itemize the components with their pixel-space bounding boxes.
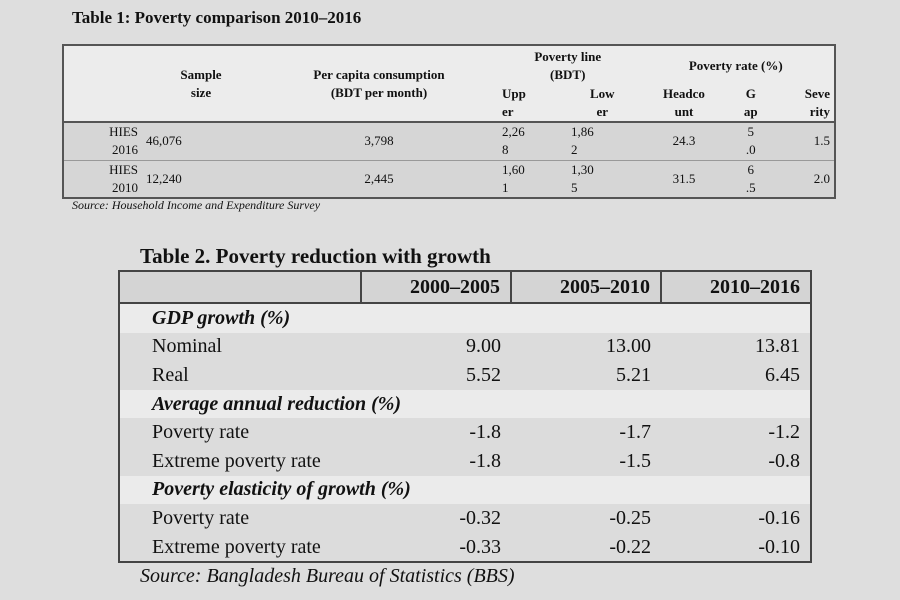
row-label: Real bbox=[119, 361, 361, 390]
header-upper: Upp er bbox=[498, 85, 567, 122]
cell-value: -1.7 bbox=[511, 418, 661, 447]
cell-headcount: 24.3 bbox=[637, 121, 731, 160]
cell-value: -0.32 bbox=[361, 504, 511, 533]
cell-value: -1.5 bbox=[511, 446, 661, 476]
cell-sample: 12,240 bbox=[142, 159, 260, 198]
table-row: Nominal 9.00 13.00 13.81 bbox=[119, 332, 811, 362]
cell-survey: HIES 2016 bbox=[63, 121, 142, 160]
cell-value: -1.8 bbox=[361, 446, 511, 476]
cell-value: 5.21 bbox=[511, 361, 661, 390]
section-row: Average annual reduction (%) bbox=[119, 389, 811, 419]
column-header: 2000–2005 bbox=[361, 271, 512, 304]
table2-title: Table 2. Poverty reduction with growth bbox=[140, 244, 491, 268]
row-label: Extreme poverty rate bbox=[119, 532, 361, 563]
table-row: Extreme poverty rate -1.8 -1.5 -0.8 bbox=[119, 446, 811, 476]
table-row: Poverty rate -1.8 -1.7 -1.2 bbox=[119, 418, 811, 447]
row-label: Nominal bbox=[119, 332, 361, 362]
section-row: GDP growth (%) bbox=[119, 303, 811, 333]
section-row: Poverty elasticity of growth (%) bbox=[119, 475, 811, 505]
cell-lower: 1,86 2 bbox=[566, 121, 638, 160]
header-lower: Low er bbox=[566, 85, 638, 122]
table-row: Extreme poverty rate -0.33 -0.22 -0.10 bbox=[119, 532, 811, 563]
table-row: HIES 2010 12,240 2,445 1,60 1 1,30 5 31.5 6.5 2.0 bbox=[63, 159, 835, 198]
header-headcount: Headco unt bbox=[637, 85, 731, 122]
section-label: Average annual reduction (%) bbox=[119, 389, 811, 419]
cell-upper: 2,26 8 bbox=[498, 121, 567, 160]
cell-value: 6.45 bbox=[661, 361, 811, 390]
row-label: Poverty rate bbox=[119, 504, 361, 533]
column-header: 2005–2010 bbox=[511, 271, 662, 304]
cell-value: -1.8 bbox=[361, 418, 511, 447]
row-label: Extreme poverty rate bbox=[119, 446, 361, 476]
table-row: Real 5.52 5.21 6.45 bbox=[119, 361, 811, 390]
column-header bbox=[119, 271, 362, 304]
section-label: Poverty elasticity of growth (%) bbox=[119, 475, 811, 505]
cell-value: -0.25 bbox=[511, 504, 661, 533]
cell-consumption: 3,798 bbox=[260, 121, 498, 160]
cell-survey: HIES 2010 bbox=[63, 159, 142, 198]
table2-source: Source: Bangladesh Bureau of Statistics … bbox=[140, 565, 515, 587]
header-poverty-rate: Poverty rate (%) bbox=[637, 45, 835, 85]
header-poverty-line: Poverty line (BDT) bbox=[498, 45, 638, 85]
cell-value: 13.00 bbox=[511, 332, 661, 362]
table1-source: Source: Household Income and Expenditure… bbox=[72, 198, 321, 212]
cell-severity: 1.5 bbox=[771, 121, 835, 160]
table-row: HIES 2016 46,076 3,798 2,26 8 1,86 2 24.3 5.0 1.5 bbox=[63, 121, 835, 160]
cell-value: -1.2 bbox=[661, 418, 811, 447]
table2: 2000–2005 2005–2010 2010–2016 GDP growth… bbox=[118, 270, 812, 564]
cell-value: 5.52 bbox=[361, 361, 511, 390]
cell-lower: 1,30 5 bbox=[566, 159, 638, 198]
table1-title: Table 1: Poverty comparison 2010–2016 bbox=[72, 8, 362, 27]
cell-severity: 2.0 bbox=[771, 159, 835, 198]
header-severity: Seve rity bbox=[771, 85, 835, 122]
header-sample: Sample size bbox=[142, 45, 260, 122]
header-consumption: Per capita consumption (BDT per month) bbox=[260, 45, 498, 122]
cell-value: -0.16 bbox=[661, 504, 811, 533]
cell-headcount: 31.5 bbox=[637, 159, 731, 198]
cell-consumption: 2,445 bbox=[260, 159, 498, 198]
cell-sample: 46,076 bbox=[142, 121, 260, 160]
cell-value: 9.00 bbox=[361, 332, 511, 362]
cell-value: 13.81 bbox=[661, 332, 811, 362]
header-empty bbox=[63, 45, 142, 122]
row-label: Poverty rate bbox=[119, 418, 361, 447]
cell-value: -0.8 bbox=[661, 446, 811, 476]
cell-upper: 1,60 1 bbox=[498, 159, 567, 198]
table-row: Poverty rate -0.32 -0.25 -0.16 bbox=[119, 504, 811, 533]
cell-value: -0.22 bbox=[511, 532, 661, 563]
cell-gap: 6.5 bbox=[730, 159, 772, 198]
section-label: GDP growth (%) bbox=[119, 303, 811, 333]
cell-value: -0.10 bbox=[661, 532, 811, 563]
table1: Sample size Per capita consumption (BDT pe… bbox=[62, 44, 836, 199]
column-header: 2010–2016 bbox=[661, 271, 811, 304]
cell-gap: 5.0 bbox=[730, 121, 772, 160]
cell-value: -0.33 bbox=[361, 532, 511, 563]
